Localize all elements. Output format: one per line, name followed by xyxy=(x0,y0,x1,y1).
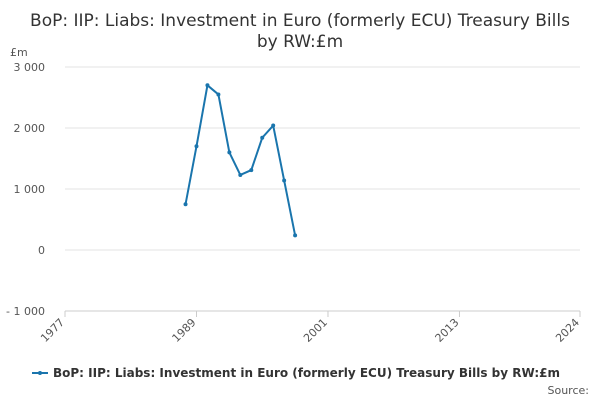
data-point xyxy=(227,150,232,155)
chart-title: BoP: IIP: Liabs: Investment in Euro (for… xyxy=(30,11,570,52)
x-tick-label: 1977 xyxy=(38,316,67,345)
data-point xyxy=(249,168,254,173)
data-point xyxy=(205,83,210,88)
x-tick-label: 2013 xyxy=(433,316,462,345)
data-point xyxy=(271,123,276,128)
data-point xyxy=(260,135,265,140)
y-tick-label: 1 000 xyxy=(14,183,46,196)
x-tick-label: 2001 xyxy=(301,316,330,345)
y-tick-label: 3 000 xyxy=(14,61,46,74)
data-line xyxy=(184,83,297,236)
legend-label: BoP: IIP: Liabs: Investment in Euro (for… xyxy=(53,366,560,380)
y-tick-label: 0 xyxy=(38,244,45,257)
y-axis-label: £m xyxy=(10,46,28,59)
data-point xyxy=(293,233,298,238)
data-point xyxy=(194,144,199,149)
legend-marker xyxy=(38,371,42,375)
y-tick-label: - 1 000 xyxy=(6,305,45,318)
data-point xyxy=(238,172,243,177)
x-tick-label: 1989 xyxy=(170,316,199,345)
data-point xyxy=(282,178,287,183)
x-tick-label: 2024 xyxy=(553,316,582,345)
data-point xyxy=(216,92,221,97)
source: Source: xyxy=(548,384,590,397)
data-point xyxy=(183,202,188,207)
y-tick-label: 2 000 xyxy=(14,122,46,135)
